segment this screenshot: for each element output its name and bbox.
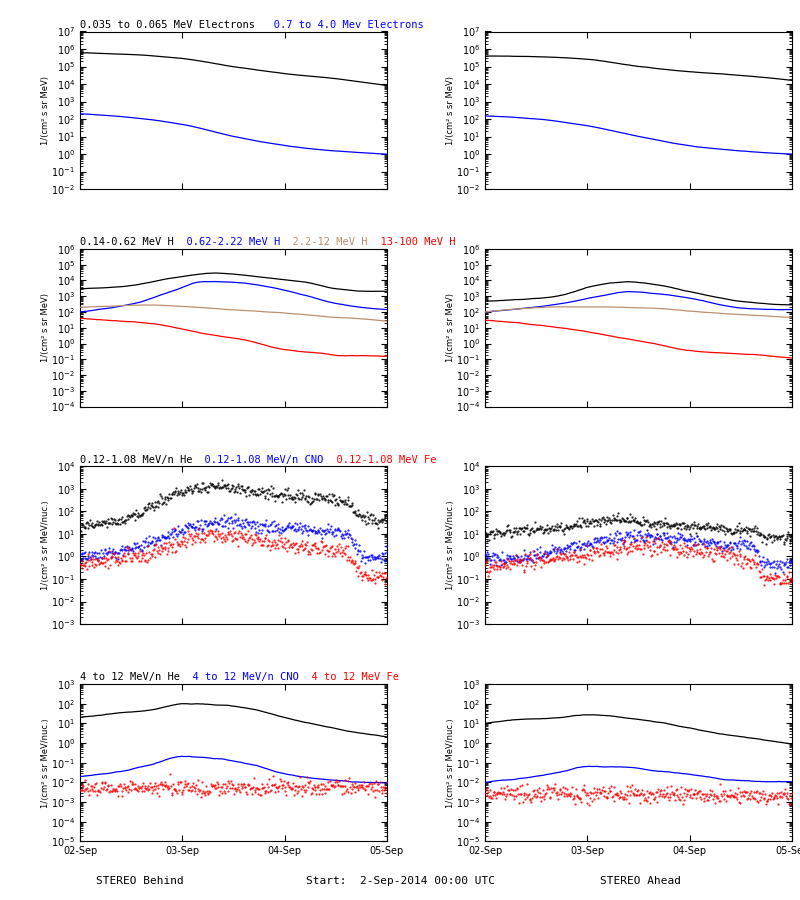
Y-axis label: 1/⟨cm² s sr MeV/nuc.⟩: 1/⟨cm² s sr MeV/nuc.⟩ bbox=[446, 718, 454, 807]
Text: 0.12-1.08 MeV Fe: 0.12-1.08 MeV Fe bbox=[324, 454, 436, 465]
Y-axis label: 1/(cm² s sr MeV): 1/(cm² s sr MeV) bbox=[446, 76, 455, 145]
Text: 0.7 to 4.0 Mev Electrons: 0.7 to 4.0 Mev Electrons bbox=[255, 20, 424, 30]
Y-axis label: 1/⟨cm² s sr MeV/nuc.⟩: 1/⟨cm² s sr MeV/nuc.⟩ bbox=[446, 500, 455, 590]
Y-axis label: 1/(cm² s sr MeV): 1/(cm² s sr MeV) bbox=[446, 293, 454, 363]
Text: 0.12-1.08 MeV/n CNO: 0.12-1.08 MeV/n CNO bbox=[193, 454, 324, 465]
Text: 4 to 12 MeV/n He: 4 to 12 MeV/n He bbox=[80, 672, 180, 682]
Y-axis label: 1/⟨cm² s sr MeV/nuc.⟩: 1/⟨cm² s sr MeV/nuc.⟩ bbox=[41, 718, 50, 807]
Text: Start:  2-Sep-2014 00:00 UTC: Start: 2-Sep-2014 00:00 UTC bbox=[306, 876, 494, 886]
Text: 0.14-0.62 MeV H: 0.14-0.62 MeV H bbox=[80, 238, 174, 248]
Y-axis label: 1/(cm² s sr MeV): 1/(cm² s sr MeV) bbox=[41, 293, 50, 363]
Text: STEREO Ahead: STEREO Ahead bbox=[599, 876, 681, 886]
Text: 4 to 12 MeV Fe: 4 to 12 MeV Fe bbox=[298, 672, 398, 682]
Text: 4 to 12 MeV/n CNO: 4 to 12 MeV/n CNO bbox=[180, 672, 298, 682]
Text: 0.035 to 0.065 MeV Electrons: 0.035 to 0.065 MeV Electrons bbox=[80, 20, 255, 30]
Text: 0.12-1.08 MeV/n He: 0.12-1.08 MeV/n He bbox=[80, 454, 193, 465]
Y-axis label: 1/(cm² s sr MeV): 1/(cm² s sr MeV) bbox=[41, 76, 50, 145]
Text: STEREO Behind: STEREO Behind bbox=[96, 876, 184, 886]
Y-axis label: 1/⟨cm² s sr MeV/nuc.⟩: 1/⟨cm² s sr MeV/nuc.⟩ bbox=[41, 500, 50, 590]
Text: 13-100 MeV H: 13-100 MeV H bbox=[367, 238, 455, 248]
Text: 2.2-12 MeV H: 2.2-12 MeV H bbox=[280, 238, 367, 248]
Text: 0.62-2.22 MeV H: 0.62-2.22 MeV H bbox=[174, 238, 280, 248]
